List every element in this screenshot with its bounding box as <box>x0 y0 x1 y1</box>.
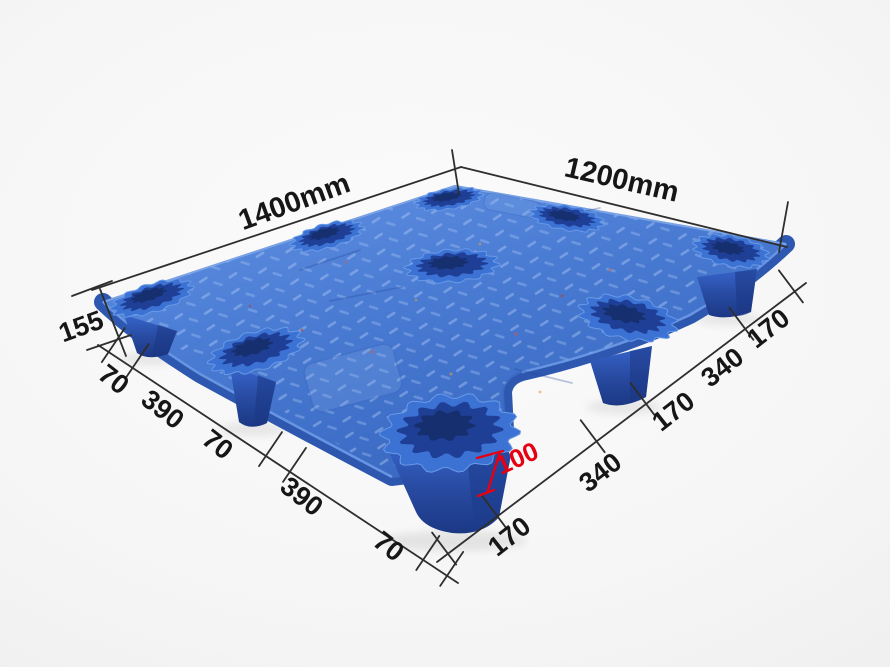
dim-foot-red <box>475 449 505 498</box>
chain-tick <box>124 343 150 379</box>
chain-tick <box>258 431 283 467</box>
chain-tick <box>728 306 755 341</box>
pallet <box>94 184 795 534</box>
pallet-foot-recess <box>130 287 168 303</box>
chain-tick <box>480 494 507 529</box>
label-right-chain-1: 340 <box>573 447 627 498</box>
chain-tick <box>100 327 126 363</box>
dim-length-1400 <box>71 149 462 297</box>
chain-tick <box>431 531 457 566</box>
pallet-foot-recess <box>307 227 341 240</box>
foot-front-left <box>230 367 276 427</box>
dimension-lines <box>71 149 807 587</box>
deck-texture <box>103 186 786 477</box>
label-right-chain-3: 340 <box>695 342 749 393</box>
chain-tick <box>629 381 656 416</box>
foot-recesses <box>109 186 771 473</box>
deck-back-edge-lip <box>102 184 787 303</box>
dim-chain-right <box>431 269 807 566</box>
pallet-foot-recess <box>602 304 646 324</box>
red-foot-marker <box>475 449 505 498</box>
dim-width-1200 <box>460 166 789 253</box>
pallet-foot-recess <box>547 210 581 222</box>
foot-left-corner <box>124 315 177 358</box>
pallet-foot-recess <box>413 410 476 441</box>
pallet-foot-recess <box>711 241 745 255</box>
chain-tick <box>778 269 804 304</box>
pallet-foot-recess <box>431 192 462 202</box>
chain-tick <box>282 447 307 483</box>
dim-height-155 <box>86 288 132 357</box>
label-left-chain-4: 70 <box>368 525 410 567</box>
pallet-foot-recess <box>230 337 274 357</box>
chain-tick <box>439 551 465 587</box>
label-height: 155 <box>55 305 108 349</box>
label-left-chain-3: 390 <box>275 471 329 522</box>
label-left-chain-1: 390 <box>136 384 190 435</box>
label-width: 1200mm <box>562 151 682 208</box>
dim-chain-left <box>97 327 465 587</box>
chain-tick <box>415 535 441 571</box>
deck-pads-and-seams <box>299 192 601 413</box>
chain-tick <box>579 419 606 454</box>
foot-right-corner <box>697 269 757 318</box>
label-right-chain-2: 170 <box>646 386 700 437</box>
pallet-foot-recess <box>427 256 470 270</box>
